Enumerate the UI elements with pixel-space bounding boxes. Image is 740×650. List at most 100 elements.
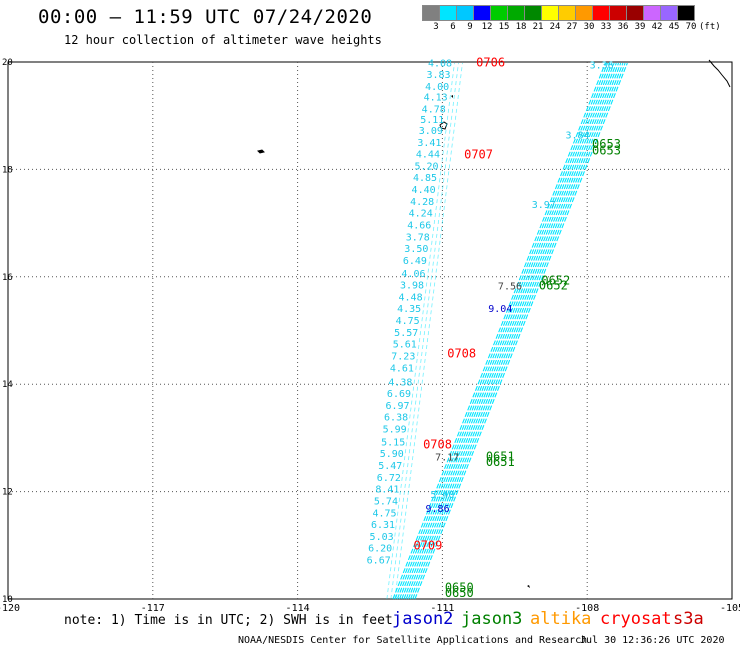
swh-value: 7.56 bbox=[498, 282, 522, 293]
color-scale-label: 45 bbox=[668, 22, 680, 32]
swh-value: 4.85 bbox=[413, 173, 437, 184]
color-scale-label: 9 bbox=[467, 22, 473, 32]
swh-value: 4.48 bbox=[399, 292, 423, 303]
color-scale-label: 12 bbox=[481, 22, 493, 32]
x-tick-label: -114 bbox=[286, 603, 310, 614]
color-scale-label: 27 bbox=[566, 22, 578, 32]
legend-s3a: s3a bbox=[673, 609, 704, 629]
altimeter-tracks: 4.083.834.004.134.785.113.093.414.445.20… bbox=[367, 58, 628, 600]
island-small-2 bbox=[527, 585, 530, 588]
swh-value: 4.24 bbox=[409, 209, 433, 220]
color-scale-label: 15 bbox=[498, 22, 510, 32]
swh-value: 5.11 bbox=[420, 115, 444, 126]
footer-credit: NOAA/NESDIS Center for Satellite Applica… bbox=[238, 635, 588, 646]
swh-value: 5.03 bbox=[370, 532, 394, 543]
swh-value: 5.47 bbox=[378, 461, 402, 472]
swath-line bbox=[407, 62, 622, 600]
swh-value: 7.17 bbox=[435, 452, 459, 463]
color-scale-label: 30 bbox=[583, 22, 595, 32]
swh-value: 4.66 bbox=[407, 220, 431, 231]
swath-line bbox=[405, 62, 620, 600]
swh-value: 4.08 bbox=[428, 58, 452, 69]
swh-value: 3.84 bbox=[565, 130, 589, 141]
swh-value: 3.41 bbox=[417, 138, 441, 149]
swh-value: 9.86 bbox=[426, 504, 450, 515]
units-note: note: 1) Time is in UTC; 2) SWH is in fe… bbox=[64, 613, 393, 628]
swh-value: 3.78 bbox=[406, 232, 430, 243]
legend-cryosat: cryosat bbox=[600, 609, 672, 629]
color-scale-bar bbox=[422, 5, 695, 21]
swh-value: 6.69 bbox=[387, 389, 411, 400]
swh-value: 3.50 bbox=[404, 244, 428, 255]
time-label: 0708 bbox=[423, 438, 452, 452]
swh-value: 7.23 bbox=[391, 351, 415, 362]
x-tick-label: -120 bbox=[0, 603, 20, 614]
swh-value: 6.67 bbox=[367, 556, 391, 567]
swh-value: 9.04 bbox=[488, 304, 512, 315]
color-scale-label: 42 bbox=[651, 22, 663, 32]
swh-value: 4.13 bbox=[424, 93, 448, 104]
swh-value: 5.90 bbox=[380, 449, 404, 460]
island-small-1 bbox=[451, 95, 453, 98]
axis-labels: -120 -117 -114 -111 -108 -105 20 18 16 14 12 10 bbox=[0, 58, 740, 614]
y-tick-label: 12 bbox=[2, 488, 13, 498]
swh-value: 5.61 bbox=[393, 340, 417, 351]
y-tick-label: 18 bbox=[2, 165, 13, 175]
island-clarion bbox=[257, 149, 265, 154]
y-tick-label: 10 bbox=[2, 595, 13, 605]
color-scale-label: 18 bbox=[515, 22, 527, 32]
y-tick-label: 14 bbox=[2, 380, 13, 390]
legend-altika: altika bbox=[530, 609, 592, 629]
swath-line bbox=[396, 62, 611, 600]
swath-line bbox=[386, 63, 455, 600]
swath-line bbox=[390, 63, 459, 600]
time-label: 0706 bbox=[476, 55, 505, 69]
swh-value: 6.49 bbox=[403, 256, 427, 267]
swh-value: 4.38 bbox=[388, 377, 412, 388]
swh-value: 4.40 bbox=[412, 185, 436, 196]
swh-value: 4.00 bbox=[425, 82, 449, 93]
plot-frame bbox=[7, 61, 733, 600]
swath-line bbox=[394, 62, 609, 600]
swh-value: 6.72 bbox=[377, 473, 401, 484]
color-scale-label: 33 bbox=[600, 22, 612, 32]
time-label: 0709 bbox=[413, 539, 442, 553]
time-label: 0651 bbox=[486, 449, 515, 463]
coastline-east bbox=[708, 59, 731, 88]
swh-value: 5.15 bbox=[381, 437, 405, 448]
y-tick-label: 16 bbox=[2, 273, 13, 283]
color-scale-label: (ft) bbox=[699, 22, 721, 32]
y-tick-label: 20 bbox=[2, 58, 13, 68]
swh-value: 4.28 bbox=[410, 197, 434, 208]
time-label: 0652 bbox=[539, 279, 568, 293]
swh-value: 6.38 bbox=[384, 413, 408, 424]
x-tick-label: -108 bbox=[575, 603, 599, 614]
swh-value: 3.09 bbox=[419, 126, 443, 137]
time-label: 0708 bbox=[447, 346, 476, 360]
color-swatch bbox=[677, 5, 695, 21]
swh-value: 6.97 bbox=[385, 401, 409, 412]
color-scale-label: 3 bbox=[433, 22, 439, 32]
swh-value: 6.20 bbox=[368, 544, 392, 555]
swh-value: 5.74 bbox=[374, 496, 398, 507]
swh-value: 4.44 bbox=[416, 150, 440, 161]
time-label: 0653 bbox=[592, 143, 621, 157]
color-scale-label: 21 bbox=[532, 22, 544, 32]
swh-value: 6.31 bbox=[371, 520, 395, 531]
swath-line bbox=[403, 62, 617, 600]
time-label: 0653 bbox=[592, 137, 621, 151]
x-tick-label: -105 bbox=[720, 603, 740, 614]
swath-line bbox=[414, 62, 628, 600]
page-title: 00:00 – 11:59 UTC 07/24/2020 bbox=[38, 6, 373, 28]
swh-value: 8.41 bbox=[375, 485, 399, 496]
legend-jason3: jason3 bbox=[461, 609, 523, 629]
time-label: 0650 bbox=[445, 586, 474, 600]
swath-line bbox=[394, 63, 463, 600]
swh-value: 3.83 bbox=[427, 70, 451, 81]
time-label: 0707 bbox=[464, 148, 493, 162]
swh-value: 5.57 bbox=[394, 328, 418, 339]
swath-line bbox=[412, 62, 626, 600]
swh-value: 5.40 bbox=[430, 490, 454, 501]
